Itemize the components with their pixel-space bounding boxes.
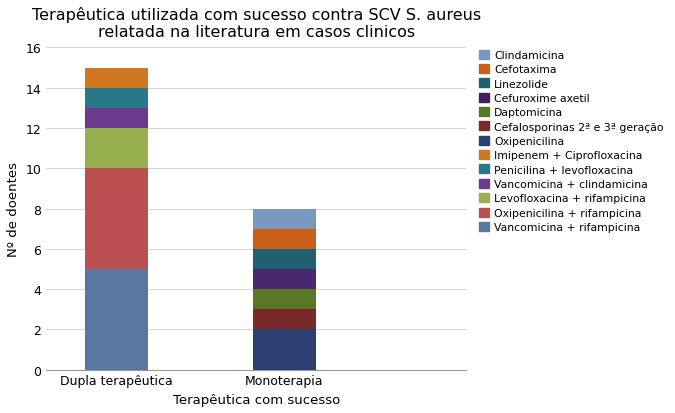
- Bar: [85, 129, 148, 169]
- Bar: [252, 249, 316, 269]
- Bar: [252, 229, 316, 249]
- Bar: [252, 309, 316, 330]
- Bar: [85, 169, 148, 269]
- Legend: Clindamicina, Cefotaxima, Linezolide, Cefuroxime axetil, Daptomicina, Cefalospor: Clindamicina, Cefotaxima, Linezolide, Ce…: [476, 47, 667, 236]
- Bar: [85, 88, 148, 109]
- Bar: [252, 209, 316, 229]
- Bar: [252, 269, 316, 290]
- Title: Terapêutica utilizada com sucesso contra SCV S. aureus
relatada na literatura em: Terapêutica utilizada com sucesso contra…: [32, 7, 481, 40]
- Bar: [252, 290, 316, 309]
- Y-axis label: Nº de doentes: Nº de doentes: [7, 161, 20, 256]
- Bar: [85, 269, 148, 370]
- Bar: [85, 109, 148, 129]
- X-axis label: Terapêutica com sucesso: Terapêutica com sucesso: [173, 393, 340, 406]
- Bar: [252, 330, 316, 370]
- Bar: [85, 69, 148, 88]
